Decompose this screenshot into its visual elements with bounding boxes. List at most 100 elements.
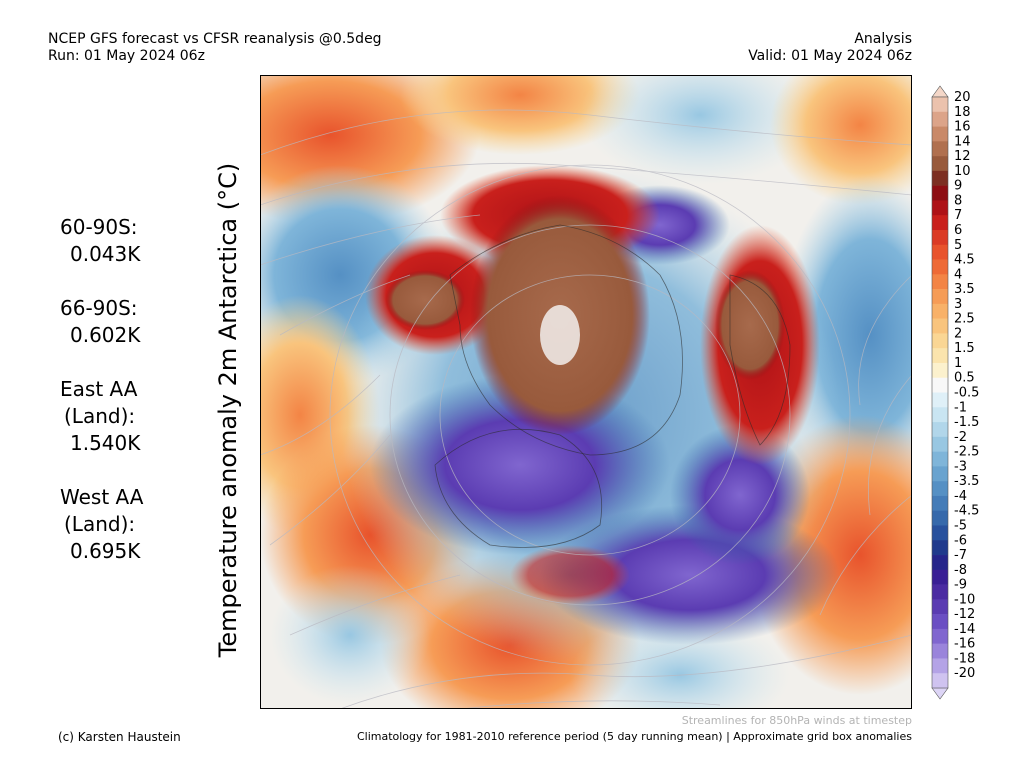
colorbar-tick-label: -8 xyxy=(954,563,967,578)
vertical-axis-label: Temperature anomaly 2m Antarctica (°C) xyxy=(214,162,242,658)
colorbar-swatch xyxy=(932,555,948,571)
colorbar-tick-label: -1.5 xyxy=(954,415,979,430)
colorbar-swatch xyxy=(932,274,948,290)
colorbar-swatch xyxy=(932,377,948,393)
colorbar-swatch xyxy=(932,348,948,364)
colorbar-swatch xyxy=(932,141,948,157)
colorbar-tick-label: -7 xyxy=(954,548,967,563)
colorbar-tick-label: 20 xyxy=(954,90,971,105)
colorbar-swatch xyxy=(932,525,948,541)
colorbar-swatch xyxy=(932,259,948,275)
colorbar-tick-label: 4 xyxy=(954,267,962,282)
colorbar-tick-label: -9 xyxy=(954,578,967,593)
colorbar-swatch xyxy=(932,643,948,659)
stat-east-aa: East AA (Land): 1.540K xyxy=(60,376,170,457)
colorbar-tick-label: 3 xyxy=(954,297,962,312)
colorbar-tick-label: 2.5 xyxy=(954,312,975,327)
colorbar-tick-label: -16 xyxy=(954,637,975,652)
colorbar-tick-label: -3.5 xyxy=(954,474,979,489)
anomaly-map xyxy=(260,75,912,709)
stat-label-2: (Land): xyxy=(64,512,136,536)
colorbar-tick-label: -4 xyxy=(954,489,967,504)
colorbar-tick-label: -1 xyxy=(954,400,967,415)
colorbar-swatch xyxy=(932,170,948,186)
colorbar-swatch xyxy=(932,614,948,630)
valid-time: Valid: 01 May 2024 06z xyxy=(748,48,912,64)
stat-west-aa: West AA (Land): 0.695K xyxy=(60,484,170,565)
stat-label: 66-90S: xyxy=(60,296,138,320)
colorbar-tick-label: -0.5 xyxy=(954,386,979,401)
colorbar-swatch xyxy=(932,510,948,526)
colorbar-frame xyxy=(931,96,949,689)
colorbar-tick-label: 14 xyxy=(954,134,971,149)
colorbar-tick-label: 9 xyxy=(954,179,962,194)
colorbar-swatch xyxy=(932,126,948,142)
run-time: Run: 01 May 2024 06z xyxy=(48,48,205,64)
colorbar-tick-label: 18 xyxy=(954,105,971,120)
colorbar-swatch xyxy=(932,451,948,467)
anomaly-stats: 60-90S: 0.043K 66-90S: 0.602K East AA (L… xyxy=(60,214,170,592)
colorbar-tick-label: -4.5 xyxy=(954,504,979,519)
colorbar-tick-label: -10 xyxy=(954,592,975,607)
colorbar-swatch xyxy=(932,658,948,674)
colorbar-swatch xyxy=(932,303,948,319)
colorbar-swatch xyxy=(932,407,948,423)
colorbar-tick-label: 0.5 xyxy=(954,371,975,386)
colorbar-tick-label: 5 xyxy=(954,238,962,253)
climatology-note: Climatology for 1981-2010 reference peri… xyxy=(356,730,912,743)
colorbar-swatch xyxy=(932,362,948,379)
streamlines-note: Streamlines for 850hPa winds at timestep xyxy=(681,714,912,727)
colorbar-swatch xyxy=(932,229,948,246)
stat-60-90s: 60-90S: 0.043K xyxy=(60,214,170,268)
colorbar-arrow-bottom xyxy=(931,687,949,700)
colorbar-tick-label: -20 xyxy=(954,666,975,681)
colorbar-swatch xyxy=(932,289,948,305)
map-title: NCEP GFS forecast vs CFSR reanalysis @0.… xyxy=(48,31,382,47)
colorbar-tick-label: 6 xyxy=(954,223,962,238)
header-right: Analysis Valid: 01 May 2024 06z xyxy=(748,31,912,65)
stat-label: 60-90S: xyxy=(60,215,138,239)
colorbar-swatch xyxy=(932,422,948,438)
colorbar-tick-label: -14 xyxy=(954,622,975,637)
colorbar-swatch xyxy=(932,97,948,113)
colorbar-tick-label: -2.5 xyxy=(954,445,979,460)
colorbar-tick-label: -12 xyxy=(954,607,975,622)
colorbar-tick-label: -6 xyxy=(954,533,967,548)
colorbar-swatch xyxy=(932,318,948,334)
colorbar-tick-label: -18 xyxy=(954,651,975,666)
colorbar-tick-label: 1 xyxy=(954,356,962,371)
colorbar-swatch xyxy=(932,481,948,497)
colorbar-tick-label: -3 xyxy=(954,459,967,474)
colorbar-tick-label: 2 xyxy=(954,326,962,341)
colorbar-swatch xyxy=(932,673,948,689)
colorbar-swatch xyxy=(932,333,948,349)
colorbar-legend: 201816141210987654.543.532.521.510.5-0.5… xyxy=(931,85,979,700)
colorbar-tick-label: 16 xyxy=(954,120,971,135)
colorbar-swatch xyxy=(932,540,948,556)
colorbar-tick-label: 3.5 xyxy=(954,282,975,297)
colorbar-tick-label: 8 xyxy=(954,193,962,208)
colorbar-tick-label: -2 xyxy=(954,430,967,445)
colorbar-tick-label: 7 xyxy=(954,208,962,223)
colorbar-tick-label: 10 xyxy=(954,164,971,179)
colorbar-swatch xyxy=(932,466,948,482)
colorbar-swatch xyxy=(932,599,948,615)
colorbar-swatch xyxy=(932,244,948,260)
stat-label: East AA xyxy=(60,377,138,401)
colorbar-swatch xyxy=(932,185,948,201)
stat-value: 0.695K xyxy=(70,539,141,563)
colorbar-swatch xyxy=(932,436,948,452)
colorbar-tick-label: 12 xyxy=(954,149,971,164)
colorbar-tick-label: 1.5 xyxy=(954,341,975,356)
colorbar-arrow-top xyxy=(931,85,949,98)
stat-66-90s: 66-90S: 0.602K xyxy=(60,295,170,349)
colorbar-tick-label: 4.5 xyxy=(954,253,975,268)
colorbar-swatch xyxy=(932,200,948,216)
colorbar-swatch xyxy=(932,111,948,127)
colorbar-swatch xyxy=(932,392,948,408)
colorbar-swatch xyxy=(932,495,948,511)
credit: (c) Karsten Haustein xyxy=(58,730,181,744)
colorbar-swatch xyxy=(932,156,948,172)
stat-value: 0.043K xyxy=(70,242,141,266)
colorbar-swatch xyxy=(932,628,948,644)
